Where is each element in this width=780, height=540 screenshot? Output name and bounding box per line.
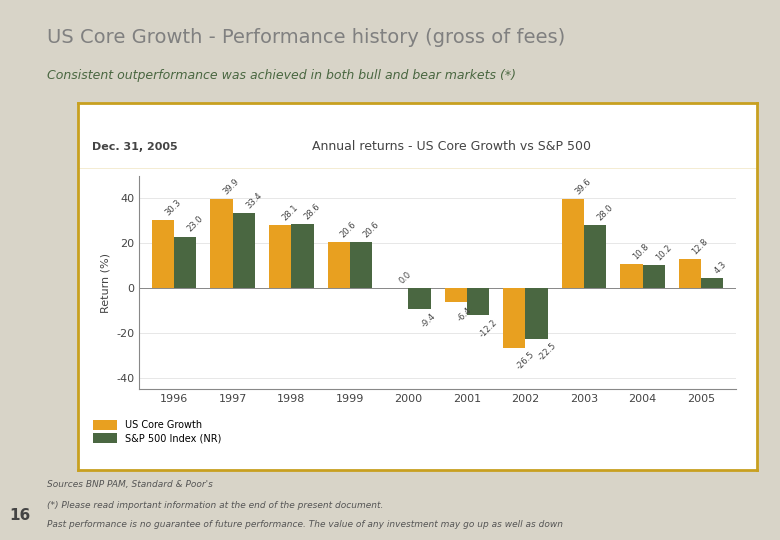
Text: 20.6: 20.6	[361, 220, 381, 239]
Bar	[701, 279, 723, 288]
Bar	[503, 288, 526, 348]
Text: Past performance is no guarantee of future performance. The value of any investm: Past performance is no guarantee of futu…	[47, 521, 563, 529]
Text: 10.2: 10.2	[654, 243, 673, 262]
Bar	[526, 288, 548, 339]
Text: 23.0: 23.0	[186, 214, 205, 234]
Text: -26.5: -26.5	[514, 350, 536, 372]
Text: -6.4: -6.4	[456, 305, 473, 323]
Text: -12.2: -12.2	[478, 318, 499, 340]
Text: US Core Growth - Performance history (gross of fees): US Core Growth - Performance history (gr…	[47, 28, 565, 46]
Text: 33.4: 33.4	[244, 191, 264, 211]
Text: 39.6: 39.6	[573, 177, 593, 197]
Text: 28.1: 28.1	[280, 203, 300, 222]
Text: Sources BNP PAM, Standard & Poor's: Sources BNP PAM, Standard & Poor's	[47, 481, 213, 489]
Bar	[350, 242, 372, 288]
Text: 4.3: 4.3	[712, 260, 728, 276]
Text: Annual returns - US Core Growth vs S&P 500: Annual returns - US Core Growth vs S&P 5…	[312, 140, 590, 153]
Text: 28.6: 28.6	[303, 202, 322, 221]
Text: 20.6: 20.6	[339, 220, 358, 239]
Text: -22.5: -22.5	[537, 341, 558, 363]
Bar	[620, 264, 643, 288]
Bar	[232, 213, 255, 288]
Bar	[409, 288, 431, 309]
Bar	[679, 259, 701, 288]
Text: 16: 16	[9, 508, 30, 523]
Text: Dec. 31, 2005: Dec. 31, 2005	[91, 141, 177, 152]
Bar	[562, 199, 584, 288]
Bar	[445, 288, 467, 302]
Text: -9.4: -9.4	[420, 312, 438, 329]
Bar	[328, 242, 350, 288]
Bar	[152, 220, 174, 288]
Text: 0.0: 0.0	[397, 270, 413, 286]
Bar	[174, 237, 197, 288]
Bar	[467, 288, 489, 315]
Y-axis label: Return (%): Return (%)	[101, 253, 111, 313]
Bar	[269, 225, 291, 288]
Text: Consistent outperformance was achieved in both bull and bear markets (*): Consistent outperformance was achieved i…	[47, 69, 516, 82]
Legend: US Core Growth, S&P 500 Index (NR): US Core Growth, S&P 500 Index (NR)	[90, 417, 223, 445]
Text: 10.8: 10.8	[632, 242, 651, 261]
Bar	[584, 225, 606, 288]
Bar	[291, 224, 314, 288]
Text: 12.8: 12.8	[690, 237, 710, 256]
Bar	[643, 265, 665, 288]
Text: 28.0: 28.0	[595, 203, 615, 222]
Text: 30.3: 30.3	[163, 198, 183, 218]
Text: (*) Please read important information at the end of the present document.: (*) Please read important information at…	[47, 501, 383, 510]
Text: 39.9: 39.9	[222, 177, 241, 196]
Bar	[211, 199, 232, 288]
